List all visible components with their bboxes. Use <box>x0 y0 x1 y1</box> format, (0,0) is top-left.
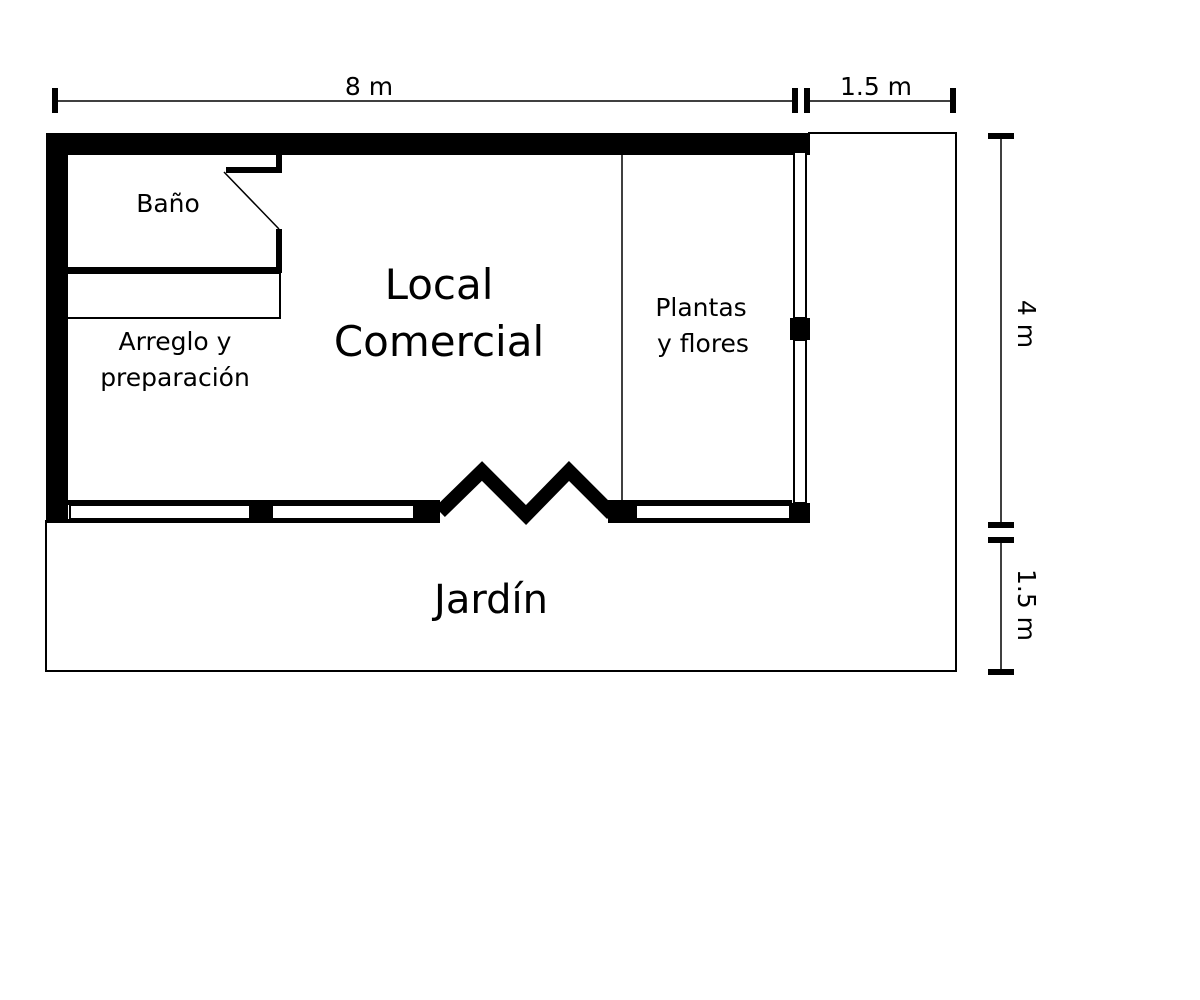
window-bottom-2 <box>271 504 415 520</box>
dim-tick-right-2 <box>988 522 1014 528</box>
room-label-bathroom: Baño <box>136 189 200 218</box>
dim-tick-top-1 <box>52 88 58 113</box>
dim-label-top-extra: 1.5 m <box>840 72 912 101</box>
window-right-upper <box>793 151 807 319</box>
wall-right-pier <box>790 318 810 340</box>
bathroom-wall-bottom <box>66 267 282 273</box>
wall-right-lower <box>790 503 810 523</box>
wall-right-upper <box>790 133 810 153</box>
bathroom-wall-right-top <box>276 153 282 171</box>
window-bottom-3 <box>635 504 791 520</box>
bathroom-wall-right-bottom <box>276 229 282 273</box>
dim-tick-top-2 <box>792 88 798 113</box>
window-right-lower <box>793 339 807 504</box>
dim-tick-right-4 <box>988 669 1014 675</box>
prep-counter <box>66 272 281 319</box>
room-label-main-line1: Local <box>385 260 494 309</box>
room-label-main-line2: Comercial <box>334 317 544 366</box>
dim-tick-top-4 <box>950 88 956 113</box>
dim-label-right-main: 4 m <box>1012 300 1041 348</box>
dim-tick-right-1 <box>988 133 1014 139</box>
room-label-prep-line2: preparación <box>100 363 250 392</box>
wall-bottom-pier-1 <box>250 503 272 523</box>
wall-bottom-inner-line-right <box>608 500 792 505</box>
room-label-prep-line1: Arreglo y <box>119 327 232 356</box>
garden-outline <box>45 132 957 672</box>
wall-left <box>46 133 68 523</box>
wall-bottom-inner-line <box>66 500 440 505</box>
bathroom-door-swing <box>223 171 280 230</box>
folding-door <box>435 461 617 525</box>
wall-bottom-outer-line-right <box>608 519 792 523</box>
wall-bottom-pier-2 <box>414 503 440 523</box>
room-label-plants-line1: Plantas <box>655 293 746 322</box>
room-label-plants-line2: y flores <box>657 329 749 358</box>
dim-label-right-extra: 1.5 m <box>1012 569 1041 641</box>
window-bottom-1 <box>69 504 251 520</box>
bathroom-wall-stub <box>226 167 282 173</box>
dim-label-top-main: 8 m <box>345 72 393 101</box>
wall-top <box>46 133 810 155</box>
room-label-garden: Jardín <box>431 577 548 623</box>
